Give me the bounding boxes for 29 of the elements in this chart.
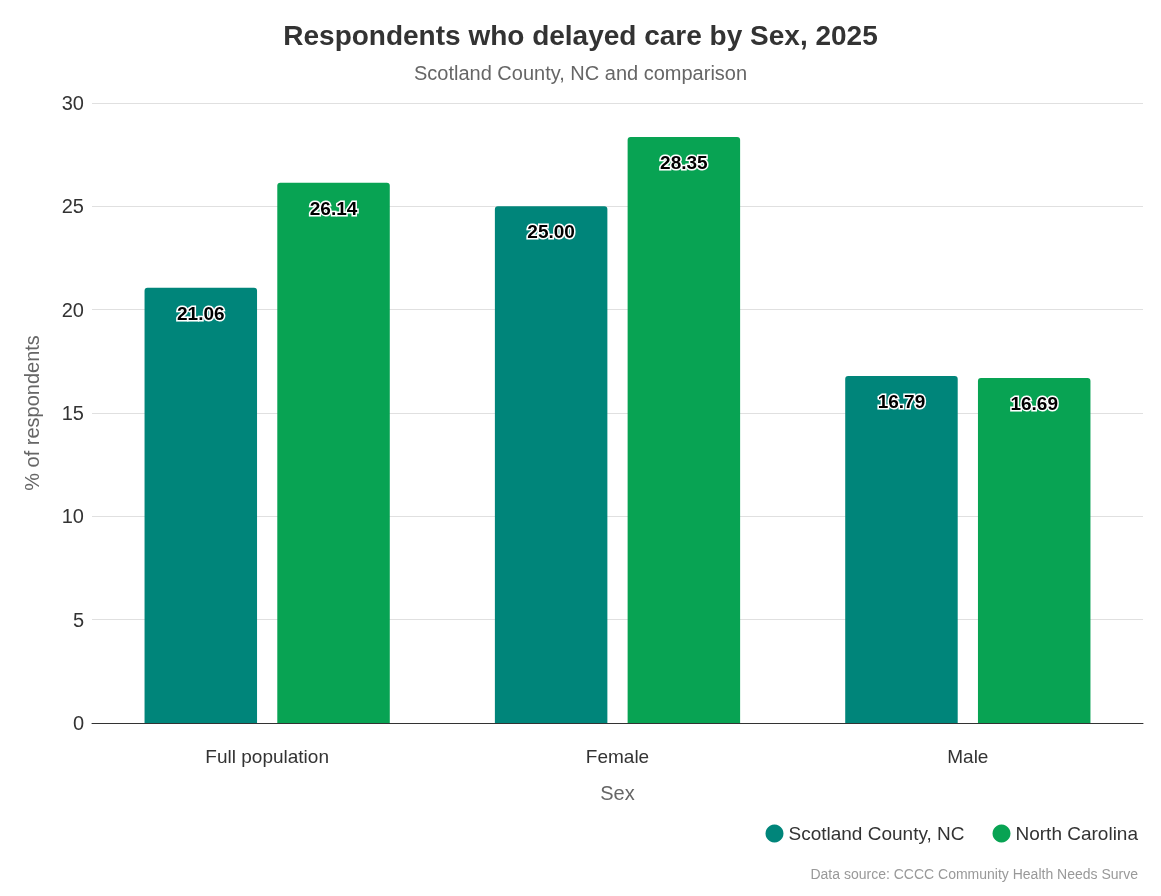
y-tick-label: 10: [61, 505, 84, 528]
data-label: 28.35: [660, 152, 709, 174]
x-tick-label: Female: [585, 746, 650, 767]
y-tick-label: 5: [72, 608, 84, 631]
data-label: 16.69: [1010, 393, 1058, 415]
bar: [977, 378, 1091, 723]
bar: [845, 376, 958, 723]
y-tick-label: 30: [61, 92, 84, 114]
bar: [144, 287, 258, 723]
data-label: 26.14: [309, 197, 358, 219]
chart-subtitle: Scotland County, NC and comparison: [413, 62, 748, 84]
y-axis-title: % of respondents: [21, 335, 43, 491]
x-tick-label: Full population: [205, 746, 329, 767]
x-tick-label: Male: [947, 746, 989, 767]
x-axis-title: Sex: [600, 782, 635, 804]
source-note: Data source: CCCC Community Health Needs Surve: [810, 866, 1139, 882]
legend-label: Scotland County, NC: [788, 823, 965, 844]
chart-title: Respondents who delayed care by Sex, 2025: [283, 19, 878, 51]
y-tick-label: 25: [61, 195, 84, 218]
data-label: 21.06: [177, 302, 225, 324]
bar: [277, 182, 390, 723]
y-tick-label: 20: [61, 298, 84, 321]
bar: [494, 206, 608, 723]
data-label: 25.00: [527, 221, 575, 243]
y-tick-label: 0: [72, 712, 84, 734]
legend-label: North Carolina: [1015, 823, 1139, 844]
data-label: 16.79: [877, 391, 926, 413]
y-tick-label: 15: [61, 402, 84, 424]
bar: [627, 137, 741, 723]
